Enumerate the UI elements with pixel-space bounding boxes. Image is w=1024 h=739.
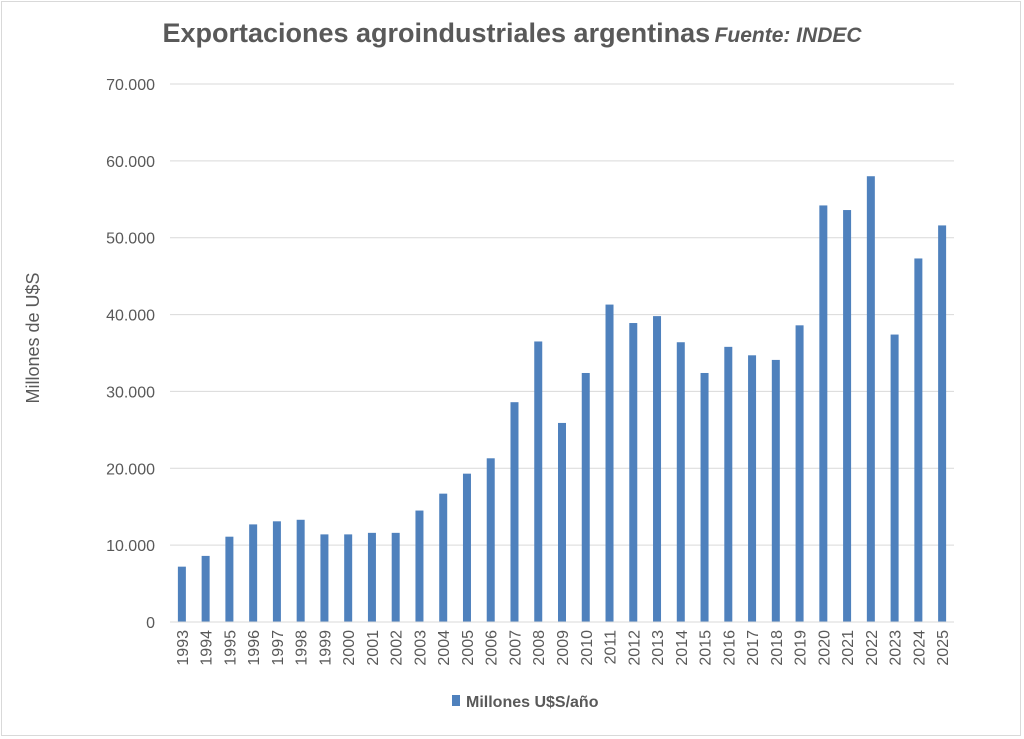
x-tick-label: 2016 [721, 630, 738, 666]
bar-2000 [344, 534, 353, 622]
y-tick-label: 70.000 [106, 77, 155, 94]
y-axis-ticks: 0 10.000 20.000 30.000 40.000 50.000 60.000 70.… [106, 77, 155, 632]
x-tick-label: 1994 [199, 630, 216, 666]
x-tick-label: 2004 [436, 630, 453, 666]
bar-2007 [510, 402, 519, 622]
bar-2020 [819, 205, 828, 623]
x-tick-label: 2007 [507, 630, 524, 666]
bar-2013 [653, 316, 662, 622]
x-tick-label: 1993 [175, 630, 192, 666]
bar-2022 [866, 176, 875, 622]
bar-2006 [486, 458, 495, 622]
y-tick-label: 60.000 [106, 154, 155, 171]
x-tick-label: 2009 [555, 630, 572, 666]
bar-1993 [177, 566, 186, 622]
bar-2012 [629, 323, 638, 622]
bars [177, 176, 947, 623]
bar-2003 [415, 510, 424, 622]
bar-1998 [296, 519, 305, 622]
bar-2008 [534, 341, 543, 622]
bar-1997 [272, 521, 281, 622]
y-tick-label: 0 [146, 615, 155, 632]
bar-1999 [320, 534, 329, 622]
x-tick-label: 2014 [674, 630, 691, 666]
x-tick-label: 2024 [911, 630, 928, 666]
x-tick-label: 2005 [460, 630, 477, 666]
x-tick-label: 2002 [389, 630, 406, 666]
bar-2009 [558, 422, 566, 622]
x-tick-label: 2017 [745, 630, 762, 666]
x-tick-label: 2011 [603, 630, 620, 665]
x-axis-ticks: 1993 1994 1995 1996 1997 1998 1999 2000 2001 2002… [175, 630, 952, 666]
bar-2016 [724, 346, 733, 622]
x-tick-label: 1996 [246, 630, 263, 666]
legend-swatch [452, 695, 460, 706]
x-tick-label: 2003 [412, 630, 429, 666]
y-tick-label: 50.000 [106, 231, 155, 248]
x-tick-label: 1997 [270, 630, 287, 666]
bar-2024 [914, 258, 923, 622]
bar-2023 [890, 334, 899, 622]
bar-2014 [676, 342, 685, 622]
bar-1996 [249, 524, 258, 622]
legend-label: Millones U$S/año [466, 694, 599, 711]
bar-2004 [439, 493, 448, 622]
x-tick-label: 2023 [888, 630, 905, 666]
bar-2010 [581, 372, 590, 622]
y-tick-label: 10.000 [106, 538, 155, 555]
y-tick-label: 40.000 [106, 308, 155, 325]
x-tick-label: 1995 [222, 630, 239, 666]
bar-2018 [771, 359, 780, 622]
x-tick-label: 2012 [626, 630, 643, 666]
x-tick-label: 2001 [365, 630, 382, 666]
bar-2011 [605, 304, 614, 622]
x-tick-label: 1998 [294, 630, 311, 666]
y-axis-label: Millones de U$S [23, 272, 43, 403]
x-tick-label: 2010 [579, 630, 596, 666]
x-tick-label: 2019 [793, 630, 810, 666]
x-tick-label: 2008 [531, 630, 548, 666]
x-tick-label: 2013 [650, 630, 667, 666]
x-tick-label: 2018 [769, 630, 786, 666]
bar-2025 [938, 225, 947, 622]
x-tick-label: 2006 [484, 630, 501, 666]
x-tick-label: 1999 [317, 630, 334, 666]
bar-2001 [367, 532, 376, 622]
bar-2015 [700, 372, 709, 622]
bar-2019 [795, 325, 804, 622]
x-tick-label: 2022 [864, 630, 881, 666]
x-tick-label: 2020 [816, 630, 833, 666]
bar-1995 [225, 536, 234, 622]
legend: Millones U$S/año [452, 694, 599, 711]
chart-title-main: Exportaciones agroindustriales argentina… [162, 18, 711, 48]
bar-2005 [462, 473, 471, 622]
x-tick-label: 2000 [341, 630, 358, 666]
x-tick-label: 2025 [935, 630, 952, 666]
y-tick-label: 30.000 [106, 384, 155, 401]
bar-2021 [843, 210, 852, 622]
chart-source: Fuente: INDEC [714, 24, 862, 47]
bar-2002 [391, 532, 400, 622]
bar-2017 [748, 355, 757, 622]
chart-title: Exportaciones agroindustriales argentina… [0, 18, 1024, 49]
y-tick-label: 20.000 [106, 461, 155, 478]
x-tick-label: 2015 [698, 630, 715, 666]
x-tick-label: 2021 [840, 630, 857, 666]
bar-1994 [201, 555, 210, 622]
